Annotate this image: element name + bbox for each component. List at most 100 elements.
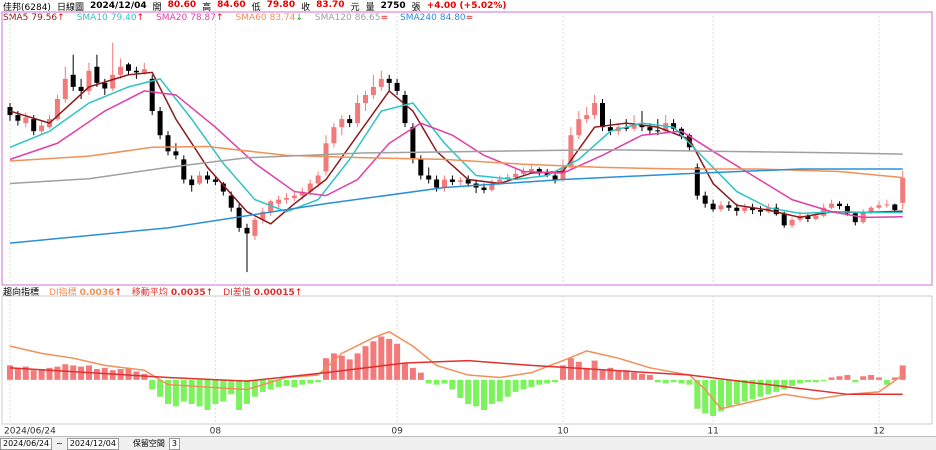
end-date[interactable]: 2024/12/04 — [66, 437, 119, 450]
histogram-bar — [378, 336, 385, 380]
candle-body — [86, 70, 92, 91]
reserve-label: 保留空間 — [132, 439, 165, 448]
candle-body — [291, 195, 297, 199]
histogram-bar — [212, 379, 219, 404]
candle-body — [434, 179, 440, 188]
candle-body — [228, 195, 234, 208]
start-date[interactable]: 2024/06/24 — [0, 437, 53, 450]
histogram-bar — [109, 370, 116, 380]
histogram-bar — [804, 379, 811, 383]
candle-body — [513, 173, 519, 178]
candle-body — [402, 94, 408, 124]
histogram-bar — [639, 373, 645, 380]
histogram-bar — [883, 379, 890, 385]
candle-body — [276, 199, 282, 204]
legend-item: SMA20 78.87↑ — [156, 13, 223, 23]
histogram-bar — [623, 370, 630, 380]
candle-body — [631, 125, 637, 129]
candle-body — [260, 211, 266, 220]
candle-body — [197, 175, 203, 184]
candle-body — [410, 127, 416, 160]
legend-name: SMA120 — [314, 13, 352, 23]
histogram-bar — [844, 375, 851, 380]
candle-body — [457, 180, 463, 182]
legend-trend: ↓ — [295, 13, 303, 23]
volume: 2750 — [380, 1, 406, 11]
candle-body — [133, 70, 139, 73]
legend-value: 0.00015 — [253, 287, 295, 298]
legend-item: SMA10 79.40↑ — [77, 13, 144, 23]
legend-name: SMA60 — [235, 13, 267, 23]
legend-name: SMA20 — [156, 13, 188, 23]
histogram-bar — [46, 367, 53, 380]
candle-body — [189, 179, 195, 186]
candle-body — [726, 205, 732, 208]
candle-body — [663, 123, 669, 132]
candle-body — [844, 206, 850, 214]
legend-item: 移動平均 0.0035↑ — [132, 285, 213, 298]
histogram-bar — [204, 379, 211, 410]
histogram-bar — [496, 379, 503, 402]
series-line — [9, 145, 903, 179]
candle-body — [805, 215, 811, 219]
candle-body — [426, 175, 432, 180]
candle-body — [181, 159, 187, 180]
candle-body — [418, 159, 424, 176]
legend-name: SMA5 — [3, 13, 29, 23]
legend-value: 83.74 — [269, 13, 296, 23]
histogram-bar — [141, 373, 148, 380]
histogram-bar — [93, 369, 100, 380]
candle-body — [647, 127, 653, 131]
candle-body — [386, 78, 392, 83]
series-line — [9, 148, 903, 185]
candle-body — [173, 151, 179, 156]
histogram-bar — [244, 379, 250, 404]
candle-body — [347, 119, 353, 124]
x-tick-label: 10 — [557, 427, 569, 437]
candle-body — [331, 127, 337, 144]
candle-body — [829, 203, 835, 208]
legend-trend: = — [465, 13, 474, 23]
histogram-bar — [457, 379, 464, 398]
legend-item: SMA120 86.65= — [315, 13, 388, 23]
candle-body — [521, 171, 526, 174]
histogram-bar — [441, 379, 448, 384]
legend-item: SMA60 83.74↓ — [236, 13, 303, 23]
histogram-bar — [836, 376, 843, 380]
candle-body — [852, 213, 858, 223]
candle-body — [884, 204, 890, 206]
candle-body — [742, 207, 748, 211]
histogram-bar — [749, 379, 756, 400]
histogram-bar — [465, 379, 472, 404]
reserve[interactable]: 3 — [168, 437, 181, 450]
candle-body — [15, 115, 21, 121]
legend-value: 0.0036 — [79, 287, 115, 298]
legend-trend: = — [380, 13, 389, 23]
candle-body — [212, 179, 218, 182]
candle-body — [363, 94, 368, 103]
legend-name: DI指標 — [49, 287, 77, 298]
histogram-bar — [670, 379, 677, 383]
candle-body — [639, 125, 645, 128]
candle-body — [592, 103, 598, 116]
histogram-bar — [409, 367, 416, 380]
histogram-bar — [646, 375, 653, 380]
legend-value: 78.87 — [190, 13, 216, 23]
candle-body — [205, 175, 210, 180]
candle-body — [876, 205, 882, 208]
histogram-bar — [54, 366, 61, 380]
series-line — [9, 90, 903, 219]
histogram-bar — [575, 361, 582, 380]
quote-value: 79.80 — [266, 0, 296, 10]
quote-label: 低 — [251, 2, 261, 13]
candle-body — [584, 115, 590, 120]
candle-body — [236, 207, 242, 228]
histogram-bar — [481, 379, 487, 410]
histogram-bar — [275, 379, 282, 388]
candle-body — [284, 198, 289, 200]
histogram-bar — [552, 379, 559, 383]
histogram-bar — [251, 379, 258, 397]
histogram-bar — [402, 363, 408, 380]
histogram-bar — [599, 370, 606, 380]
legend-value: 79.40 — [110, 13, 137, 23]
